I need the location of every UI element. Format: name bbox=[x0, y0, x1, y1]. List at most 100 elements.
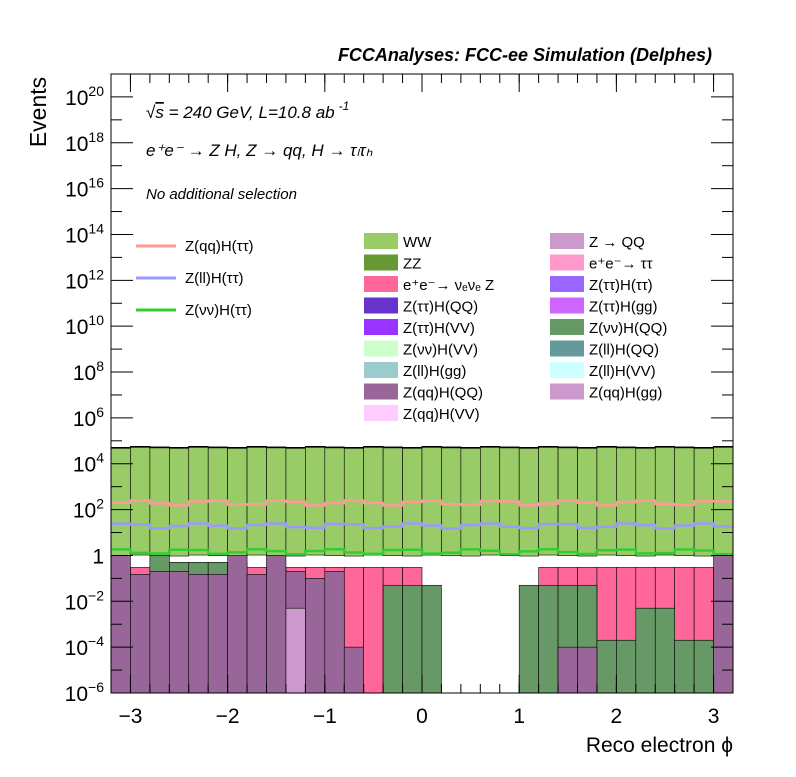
stack-bar-0 bbox=[363, 447, 384, 556]
stack-bar-0 bbox=[227, 448, 248, 557]
legend-stack-swatch bbox=[550, 233, 584, 249]
legend-stack-label: e⁺e⁻→ ττ bbox=[589, 256, 653, 273]
y-tick-label: 106 bbox=[73, 404, 104, 431]
lower-bar-purple bbox=[266, 555, 287, 694]
legend-stack-swatch bbox=[550, 383, 584, 400]
lower-bar-purple bbox=[169, 571, 190, 694]
annotation-energy: √s = 240 GeV, L=10.8 ab -1 bbox=[146, 99, 349, 122]
legend-stack-swatch bbox=[364, 383, 398, 400]
legend-stack-label: Z(ll)H(VV) bbox=[589, 363, 656, 380]
axis-ticks: −3 −2 −1 0 1 2 3 10−6 10−4 10−2 1 102 104 106 108 1010 1… bbox=[65, 74, 734, 728]
y-tick-label: 102 bbox=[73, 496, 104, 523]
stack-bar-0 bbox=[246, 447, 267, 556]
lower-bar-green_dark bbox=[635, 607, 656, 694]
legend-stack-label: Z(qq)H(gg) bbox=[589, 385, 662, 402]
legend-stack-swatch bbox=[550, 362, 584, 378]
x-tick-label: −2 bbox=[216, 705, 240, 728]
legend-stack-label: Z(ττ)H(QQ) bbox=[403, 299, 478, 316]
y-tick-label: 1014 bbox=[65, 220, 104, 247]
annotation-selection: No additional selection bbox=[146, 186, 297, 203]
stack-bar-0 bbox=[674, 447, 695, 556]
legend-line-label: Z(νν)H(ττ) bbox=[185, 302, 252, 319]
annotation-process: e⁺e⁻ → Z H, Z → qq, H → τₗτₕ bbox=[146, 141, 373, 160]
stack-bar-0 bbox=[596, 447, 617, 556]
lower-bar-purple bbox=[577, 646, 598, 694]
legend-stack-label: ZZ bbox=[403, 256, 421, 273]
legend-stack-swatch bbox=[550, 319, 584, 335]
stack-bar-0 bbox=[324, 447, 345, 556]
lower-bar-green_dark bbox=[518, 584, 539, 694]
y-tick-label: 104 bbox=[73, 450, 104, 477]
legend-stack-swatch bbox=[550, 254, 584, 271]
lower-bar-red_pink bbox=[363, 567, 384, 694]
legend-stack-label: Z(νν)H(QQ) bbox=[589, 320, 667, 337]
lower-bar-purple bbox=[246, 574, 267, 694]
legend-stack-label: Z(qq)H(VV) bbox=[403, 406, 480, 423]
legend-stack-label: Z(ττ)H(ττ) bbox=[589, 277, 653, 294]
x-tick-label: 2 bbox=[611, 705, 623, 728]
stack-bar-0 bbox=[441, 447, 462, 556]
lower-bar-green_dark bbox=[596, 639, 617, 694]
sqrt-symbol: √ bbox=[146, 103, 156, 122]
legend-line-label: Z(ll)H(ττ) bbox=[185, 270, 244, 287]
legend-stack-swatch bbox=[364, 340, 398, 357]
lower-bar-purple bbox=[324, 571, 345, 694]
legend-stack-label: Z(νν)H(VV) bbox=[403, 342, 478, 359]
lower-bar-purple bbox=[557, 646, 578, 694]
svg-text:√s = 240 GeV, L=10.8 ab-1: √s = 240 GeV, L=10.8 ab -1 bbox=[146, 99, 349, 122]
legend-stack-label: e⁺e⁻→ νₑνₑ Z bbox=[403, 277, 494, 294]
lower-bar-green_dark bbox=[616, 639, 637, 694]
signal-line-2 bbox=[111, 547, 733, 556]
legend-stack-label: Z(ll)H(gg) bbox=[403, 363, 466, 380]
legend-stack-swatch bbox=[364, 276, 398, 292]
x-tick-label: 1 bbox=[513, 705, 525, 728]
x-axis-label: Reco electron ϕ bbox=[586, 734, 733, 757]
lower-bar-green_dark bbox=[402, 584, 423, 694]
x-tick-label: −1 bbox=[313, 705, 337, 728]
y-tick-label: 1 bbox=[92, 545, 104, 568]
x-tick-label: −3 bbox=[118, 705, 142, 728]
energy-s: s bbox=[155, 103, 164, 122]
legend-stack-swatch bbox=[364, 319, 398, 335]
signal-line-0 bbox=[111, 499, 733, 507]
stack-bar-0 bbox=[305, 447, 326, 556]
lower-bar-green_dark bbox=[382, 584, 403, 694]
stack-bar-0 bbox=[149, 447, 170, 556]
legend-stack-label: Z → QQ bbox=[589, 234, 645, 251]
y-tick-label: 1010 bbox=[65, 312, 104, 339]
lower-bar-purple bbox=[188, 574, 209, 694]
legend-stack-swatch bbox=[364, 297, 398, 314]
legend-stack: WW ZZ e⁺e⁻→ νₑνₑ Z Z(ττ)H(QQ) Z(ττ)H(VV) Z(νν… bbox=[364, 233, 667, 423]
y-tick-label: 10−4 bbox=[65, 633, 105, 660]
stack-bar-0 bbox=[654, 447, 675, 556]
lower-bar-purple bbox=[149, 571, 170, 694]
y-tick-label: 1020 bbox=[65, 83, 104, 110]
legend-stack-label: Z(qq)H(QQ) bbox=[403, 385, 483, 402]
lower-bar-green_dark bbox=[693, 639, 714, 694]
legend-stack-swatch bbox=[550, 340, 584, 357]
lower-bar-purple bbox=[343, 646, 364, 694]
y-tick-label: 1018 bbox=[65, 129, 104, 156]
legend-stack-swatch bbox=[364, 405, 398, 421]
stack-bar-0 bbox=[460, 448, 481, 557]
y-tick-label: 1016 bbox=[65, 175, 104, 202]
stack-bar-0 bbox=[518, 448, 539, 557]
legend-stack-label: Z(ττ)H(VV) bbox=[403, 320, 475, 337]
lower-bar-purple bbox=[305, 578, 326, 694]
energy-text: = 240 GeV, L=10.8 ab bbox=[164, 103, 335, 122]
signal-line-1 bbox=[111, 522, 733, 530]
lower-bar-green_dark bbox=[421, 584, 442, 694]
stack-bar-0 bbox=[169, 448, 190, 557]
legend-stack-swatch bbox=[550, 297, 584, 314]
plot-area bbox=[110, 446, 734, 694]
lower-bar-pink_light bbox=[285, 607, 306, 694]
legend-stack-swatch bbox=[550, 276, 584, 292]
legend-stack-label: Z(ll)H(QQ) bbox=[589, 342, 659, 359]
stack-bar-0 bbox=[382, 447, 403, 556]
y-tick-label: 10−6 bbox=[65, 679, 105, 706]
lower-bar-green_dark bbox=[654, 607, 675, 694]
legend-line-label: Z(qq)H(ττ) bbox=[185, 238, 254, 255]
lower-bar-purple bbox=[227, 555, 248, 694]
